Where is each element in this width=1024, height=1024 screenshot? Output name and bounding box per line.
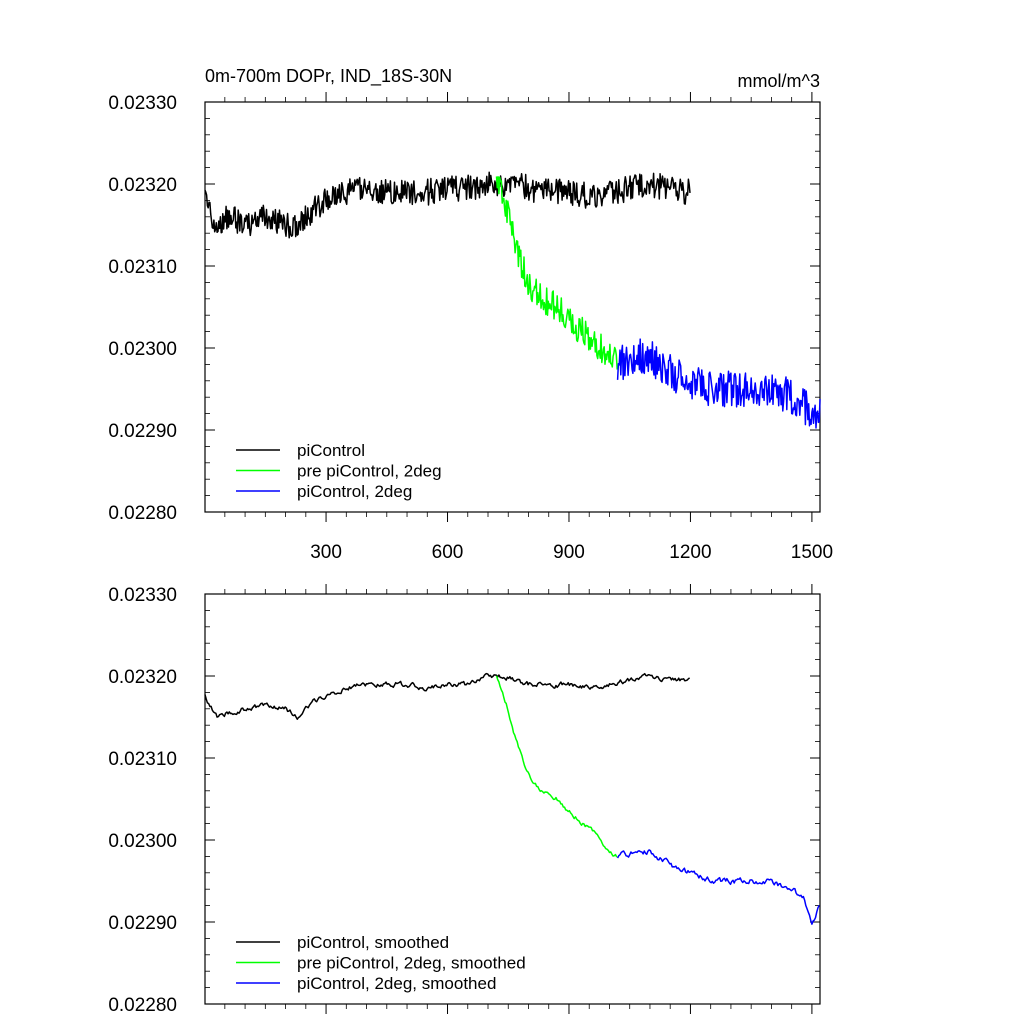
y-tick-label: 0.02320 [108,175,177,196]
y-tick-label: 0.02300 [108,831,177,852]
y-tick-label: 0.02290 [108,913,177,934]
y-tick-label: 0.02310 [108,257,177,278]
y-tick-label: 0.02290 [108,421,177,442]
top-series [204,171,821,429]
y-tick-label: 0.02320 [108,667,177,688]
series-line [204,171,691,239]
y-tick-label: 0.02330 [108,93,177,114]
legend-label: pre piControl, 2deg, smoothed [297,954,526,973]
legend-label: piControl [297,441,365,460]
legend-label: pre piControl, 2deg [297,462,442,481]
x-tick-label: 300 [310,542,342,563]
series-line [616,338,821,429]
x-tick-label: 900 [553,542,585,563]
x-tick-label: 1200 [669,542,711,563]
bottom-plot-frame [204,593,821,1005]
chart-title: 0m-700m DOPr, IND_18S-30N [205,66,452,87]
top-panel: 0m-700m DOPr, IND_18S-30N mmol/m^3 0.022… [108,66,833,563]
legend-label: piControl, 2deg [297,482,412,501]
top-plot-frame [204,101,821,513]
y-tick-label: 0.02280 [108,995,177,1016]
series-line [204,672,691,720]
top-axes: 0.02280 0.02290 0.02300 0.02310 0.02320 0.023… [108,92,833,563]
bottom-axes: 0.02280 0.02290 0.02300 0.02310 0.02320 0.023… [108,584,820,1016]
units-label: mmol/m^3 [738,71,820,91]
series-line [495,176,618,370]
series-line [495,675,618,858]
bottom-legend: piControl, smoothed pre piControl, 2deg, … [236,933,526,993]
bottom-series [204,672,820,925]
x-tick-label: 600 [432,542,464,563]
y-tick-label: 0.02310 [108,749,177,770]
x-tick-label: 1500 [791,542,833,563]
y-tick-label: 0.02280 [108,503,177,524]
legend-label: piControl, smoothed [297,933,449,952]
y-tick-label: 0.02300 [108,339,177,360]
bottom-panel: 0.02280 0.02290 0.02300 0.02310 0.02320 0.023… [108,584,821,1016]
series-line [616,849,820,925]
y-tick-label: 0.02330 [108,585,177,606]
legend-label: piControl, 2deg, smoothed [297,974,496,993]
